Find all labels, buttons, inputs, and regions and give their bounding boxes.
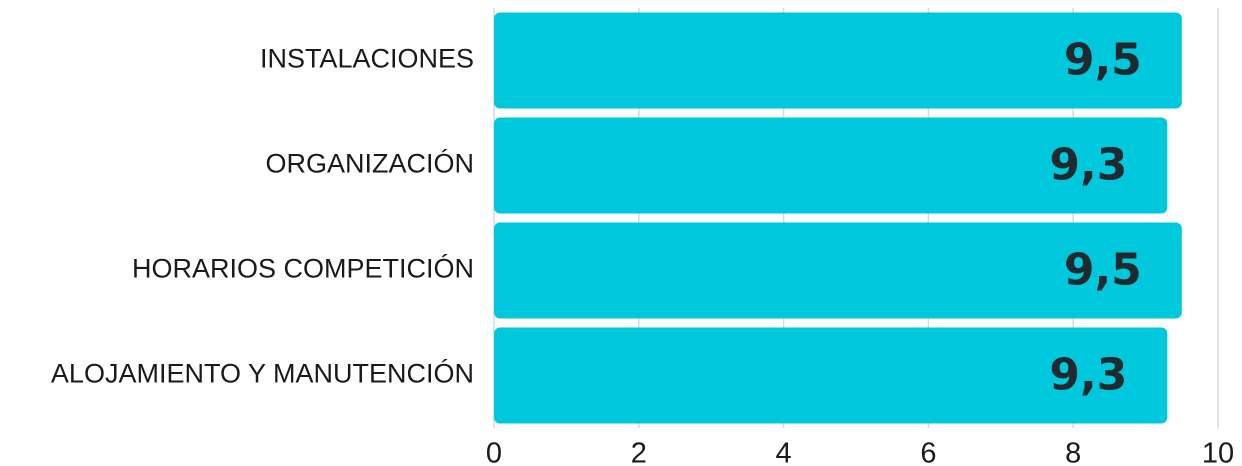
x-tick-label-6: 6 [920, 438, 936, 466]
category-label-4: ALOJAMIENTO Y MANUTENCIÓN [51, 358, 474, 389]
x-tick-label-2: 2 [631, 438, 647, 466]
value-label-4: 9,3 [1049, 350, 1127, 401]
bar-1 [494, 12, 1182, 109]
bars [494, 12, 1182, 424]
value-label-3: 9,5 [1064, 245, 1142, 296]
category-label-1: INSTALACIONES [260, 44, 474, 74]
category-label-2: ORGANIZACIÓN [265, 148, 474, 179]
x-axis-tick-labels: 0 2 4 6 8 10 [486, 438, 1234, 466]
bar-3 [494, 222, 1182, 319]
x-tick-label-10: 10 [1202, 438, 1234, 466]
value-label-1: 9,5 [1064, 35, 1142, 86]
x-tick-label-4: 4 [776, 438, 792, 466]
value-labels: 9,5 9,3 9,5 9,3 [1049, 35, 1141, 401]
x-tick-label-8: 8 [1065, 438, 1081, 466]
bar-2 [494, 117, 1168, 214]
value-label-2: 9,3 [1049, 140, 1127, 191]
category-labels: INSTALACIONES ORGANIZACIÓN HORARIOS COMPET… [51, 44, 474, 389]
category-label-3: HORARIOS COMPETICIÓN [132, 253, 474, 284]
x-tick-label-0: 0 [486, 438, 502, 466]
bar-4 [494, 327, 1168, 424]
